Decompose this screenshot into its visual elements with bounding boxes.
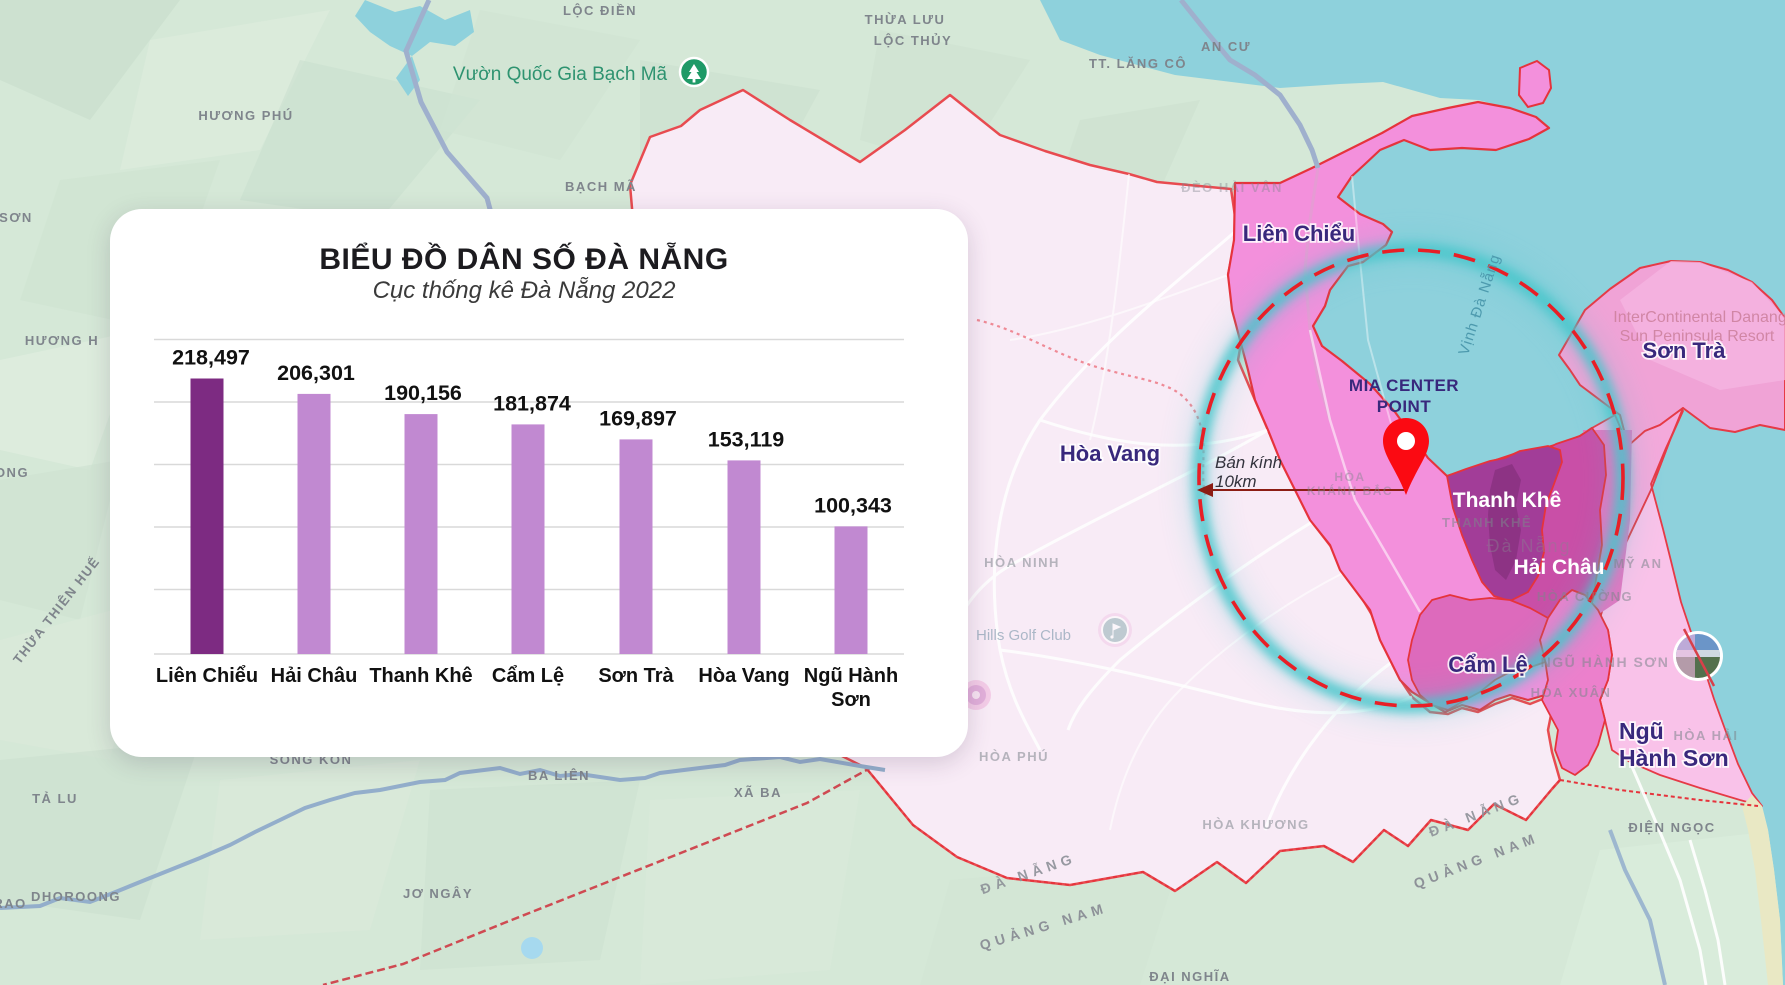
svg-text:BA LIÊN: BA LIÊN: [528, 768, 590, 783]
svg-text:BIỂU ĐỒ DÂN SỐ ĐÀ NẴNG: BIỂU ĐỒ DÂN SỐ ĐÀ NẴNG: [319, 241, 728, 276]
svg-text:190,156: 190,156: [384, 381, 462, 405]
svg-text:NGŨ HÀNH SƠN: NGŨ HÀNH SƠN: [1541, 653, 1670, 670]
svg-text:BẠCH MÃ: BẠCH MÃ: [565, 179, 637, 194]
svg-text:Hills Golf Club: Hills Golf Club: [976, 627, 1071, 644]
svg-text:Sơn Trà: Sơn Trà: [1643, 338, 1727, 363]
svg-text:MỸ AN: MỸ AN: [1614, 556, 1663, 571]
svg-text:Hành Sơn: Hành Sơn: [1619, 745, 1729, 771]
svg-text:Sun Peninsula Resort: Sun Peninsula Resort: [1620, 328, 1775, 345]
svg-text:Hòa Vang: Hòa Vang: [1060, 441, 1160, 466]
svg-text:218,497: 218,497: [172, 346, 250, 370]
svg-text:ONG: ONG: [0, 465, 29, 480]
svg-text:POINT: POINT: [1377, 397, 1432, 416]
svg-text:Cẩm Lệ: Cẩm Lệ: [492, 665, 564, 687]
svg-text:HÒA: HÒA: [1334, 469, 1365, 484]
svg-text:Hải Châu: Hải Châu: [1513, 556, 1604, 579]
svg-text:Thanh Khê: Thanh Khê: [369, 665, 472, 687]
svg-text:Liên Chiểu: Liên Chiểu: [1243, 221, 1355, 246]
svg-text:DHOROONG: DHOROONG: [31, 889, 121, 904]
svg-text:181,874: 181,874: [493, 392, 571, 416]
svg-text:XÃ BA: XÃ BA: [734, 785, 782, 800]
svg-text:HÒA XUÂN: HÒA XUÂN: [1531, 685, 1612, 700]
svg-text:RAO: RAO: [0, 896, 27, 911]
svg-text:TT. LĂNG CÔ: TT. LĂNG CÔ: [1089, 56, 1187, 71]
svg-text:Sơn: Sơn: [831, 689, 871, 711]
svg-text:JƠ NGÂY: JƠ NGÂY: [403, 886, 473, 901]
svg-text:SƠN: SƠN: [0, 210, 33, 225]
svg-text:Đà Nẵng: Đà Nẵng: [1486, 536, 1571, 556]
svg-text:THANH KHÊ: THANH KHÊ: [1442, 515, 1532, 530]
svg-text:KHÁNH BẮC: KHÁNH BẮC: [1307, 483, 1393, 498]
svg-text:MIA CENTER: MIA CENTER: [1349, 376, 1459, 395]
svg-text:Ngũ: Ngũ: [1619, 718, 1664, 744]
svg-text:Sơn Trà: Sơn Trà: [598, 665, 674, 687]
svg-text:Vườn Quốc Gia Bạch Mã: Vườn Quốc Gia Bạch Mã: [453, 64, 668, 85]
svg-text:THỪA LƯU: THỪA LƯU: [865, 12, 946, 27]
svg-text:HÒA PHÚ: HÒA PHÚ: [979, 749, 1049, 764]
svg-text:HÒA KHƯƠNG: HÒA KHƯƠNG: [1202, 817, 1309, 832]
svg-text:206,301: 206,301: [277, 361, 355, 385]
svg-text:HƯƠNG PHÚ: HƯƠNG PHÚ: [198, 108, 293, 123]
svg-text:HÒA NINH: HÒA NINH: [984, 555, 1060, 570]
svg-text:Liên Chiểu: Liên Chiểu: [156, 665, 258, 687]
svg-text:HƯƠNG H: HƯƠNG H: [25, 333, 99, 348]
svg-text:LỘC ĐIỀN: LỘC ĐIỀN: [563, 3, 637, 18]
svg-text:100,343: 100,343: [814, 494, 892, 518]
svg-text:TẢ LU: TẢ LU: [32, 791, 78, 806]
svg-text:ĐIỆN NGỌC: ĐIỆN NGỌC: [1628, 820, 1715, 835]
svg-text:ĐẠI NGHĨA: ĐẠI NGHĨA: [1149, 969, 1230, 984]
svg-text:HÒA HẢI: HÒA HẢI: [1674, 728, 1739, 743]
svg-text:HÒA CƯỜNG: HÒA CƯỜNG: [1537, 589, 1633, 604]
svg-text:InterContinental Danang: InterContinental Danang: [1613, 309, 1785, 326]
svg-text:Thanh Khê: Thanh Khê: [1453, 489, 1562, 512]
svg-text:AN CƯ: AN CƯ: [1201, 39, 1251, 54]
svg-text:153,119: 153,119: [708, 428, 785, 452]
svg-text:10km: 10km: [1215, 472, 1257, 491]
svg-text:Ngũ Hành: Ngũ Hành: [804, 665, 898, 687]
svg-text:169,897: 169,897: [599, 407, 677, 431]
svg-text:Hải Châu: Hải Châu: [271, 665, 358, 687]
svg-text:Hòa Vang: Hòa Vang: [698, 665, 789, 687]
svg-text:Bán kính: Bán kính: [1215, 453, 1282, 472]
svg-text:Cục thống kê Đà Nẵng 2022: Cục thống kê Đà Nẵng 2022: [373, 276, 676, 304]
svg-text:Cẩm Lệ: Cẩm Lệ: [1448, 652, 1527, 677]
svg-text:LỘC THỦY: LỘC THỦY: [874, 33, 952, 48]
svg-text:ĐÈO HẢI VÂN: ĐÈO HẢI VÂN: [1181, 180, 1283, 195]
